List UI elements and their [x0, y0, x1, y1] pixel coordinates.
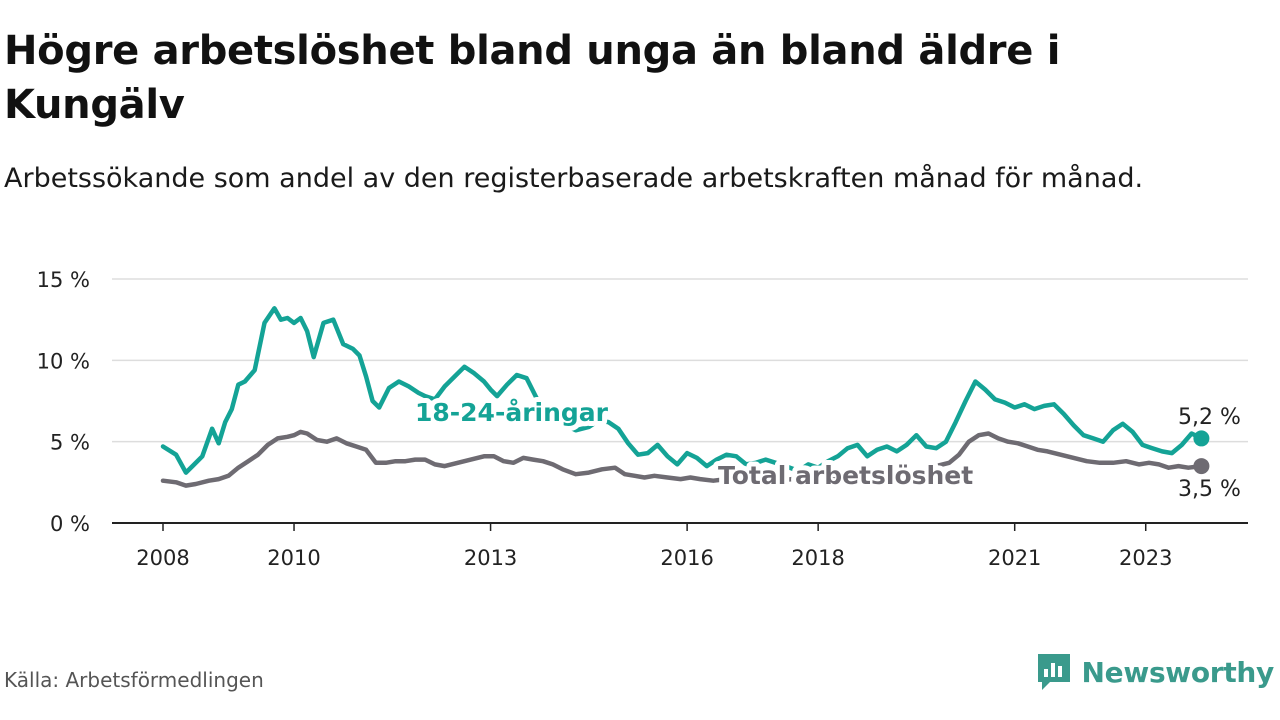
- series-label-total: Total arbetslöshet: [718, 461, 973, 490]
- y-tick-label: 0 %: [50, 512, 90, 536]
- x-tick-label: 2008: [136, 546, 189, 570]
- x-tick-label: 2016: [660, 546, 713, 570]
- end-point-youth: [1193, 430, 1210, 447]
- series-line-total: [160, 429, 1204, 488]
- x-tick-label: 2013: [464, 546, 517, 570]
- y-axis-ticks: 0 % 5 % 10 % 15 %: [37, 268, 90, 536]
- chart-title: Högre arbetslöshet bland unga än bland ä…: [4, 28, 1061, 128]
- x-tick-label: 2021: [988, 546, 1041, 570]
- y-tick-label: 15 %: [37, 268, 90, 292]
- end-point-total: [1193, 458, 1210, 475]
- source-note: Källa: Arbetsförmedlingen: [4, 668, 264, 692]
- series-line-youth: [160, 306, 1204, 475]
- x-tick-label: 2018: [791, 546, 844, 570]
- series-label-youth: 18-24-åringar: [415, 398, 609, 427]
- gridlines: [112, 278, 1248, 524]
- x-tick-label: 2010: [267, 546, 320, 570]
- brand-name: Newsworthy: [1081, 655, 1275, 689]
- line-chart: 0 %5 %10 %15 % 2008 2010 2013 2016 2018 2021 2…: [37, 268, 1248, 570]
- y-tick-label: 10 %: [37, 349, 90, 373]
- newsworthy-logo[interactable]: Newsworthy: [1036, 652, 1274, 692]
- newsworthy-logo-icon: [1037, 654, 1070, 690]
- end-label-total: 3,5 %: [1178, 477, 1241, 502]
- x-axis-ticks: 2008 2010 2013 2016 2018 2021 2023: [136, 523, 1172, 570]
- chart-subtitle: Arbetssökande som andel av den registerb…: [4, 163, 1144, 194]
- end-label-youth: 5,2 %: [1178, 405, 1241, 430]
- x-tick-label: 2023: [1119, 546, 1172, 570]
- y-tick-label: 5 %: [50, 431, 90, 455]
- series-lines: [160, 306, 1210, 488]
- series-label-total-halo: Total arbetslöshet: [718, 461, 973, 490]
- series-label-youth-halo: 18-24-åringar: [415, 398, 609, 427]
